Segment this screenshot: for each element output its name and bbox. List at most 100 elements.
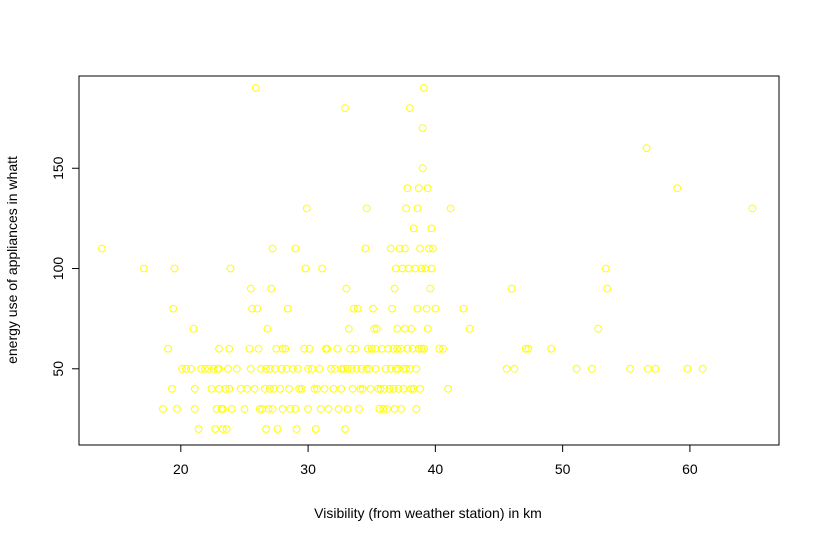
- data-point: [406, 104, 414, 112]
- data-point: [444, 384, 453, 393]
- data-point: [204, 364, 213, 373]
- data-point: [250, 384, 259, 393]
- data-point: [389, 344, 398, 353]
- data-point: [425, 244, 433, 253]
- data-point: [418, 124, 427, 133]
- data-point: [397, 405, 405, 413]
- y-tick-label: 100: [50, 257, 66, 281]
- data-point: [337, 384, 346, 393]
- data-point: [159, 405, 167, 413]
- data-point: [264, 405, 273, 413]
- data-point: [221, 384, 230, 393]
- data-point: [255, 405, 264, 413]
- data-point: [170, 264, 179, 273]
- data-point: [412, 405, 421, 413]
- data-point: [347, 364, 356, 373]
- data-point: [414, 344, 423, 353]
- data-point: [318, 264, 327, 273]
- data-point: [459, 304, 468, 313]
- data-point: [334, 405, 343, 413]
- data-point: [273, 425, 282, 433]
- data-point: [417, 344, 426, 353]
- data-point: [388, 304, 397, 313]
- data-point: [276, 384, 285, 393]
- data-point: [642, 144, 651, 153]
- data-point: [169, 304, 178, 313]
- data-point: [207, 384, 216, 393]
- data-point: [215, 364, 223, 373]
- data-point: [403, 344, 412, 353]
- data-point: [404, 264, 413, 273]
- data-point: [465, 324, 474, 333]
- data-point: [403, 184, 412, 193]
- data-point: [402, 364, 411, 373]
- data-point: [225, 344, 234, 353]
- data-point: [246, 364, 255, 373]
- data-point: [351, 344, 360, 353]
- data-point: [427, 264, 436, 273]
- data-point: [324, 405, 333, 413]
- data-point: [323, 344, 332, 353]
- data-point: [355, 405, 363, 413]
- data-point: [400, 324, 409, 333]
- data-point: [341, 425, 349, 433]
- data-point: [384, 344, 393, 353]
- data-point: [626, 364, 634, 373]
- data-point: [285, 384, 293, 393]
- data-point: [300, 344, 309, 353]
- data-point: [364, 344, 372, 353]
- y-axis: 50 100 150: [50, 156, 80, 377]
- data-point: [602, 264, 610, 273]
- data-point: [371, 364, 380, 373]
- data-point: [361, 244, 370, 253]
- data-point: [416, 244, 425, 253]
- data-point: [302, 204, 311, 213]
- data-point: [409, 224, 418, 233]
- data-point: [164, 344, 173, 353]
- data-point: [376, 384, 385, 393]
- data-point: [748, 204, 757, 213]
- data-point: [420, 344, 428, 353]
- x-tick-label: 20: [173, 461, 189, 477]
- data-point: [272, 344, 281, 353]
- data-point: [254, 344, 263, 353]
- data-point: [225, 384, 234, 393]
- data-point: [389, 384, 398, 393]
- data-point: [215, 384, 223, 393]
- data-point: [327, 364, 335, 373]
- data-point: [421, 264, 430, 273]
- data-point: [201, 364, 209, 373]
- data-point: [222, 425, 231, 433]
- data-point: [288, 364, 297, 373]
- data-point: [375, 405, 384, 413]
- data-point: [426, 284, 435, 293]
- data-point: [510, 364, 519, 373]
- data-point: [683, 364, 692, 373]
- data-point: [210, 364, 218, 373]
- data-point: [381, 364, 390, 373]
- data-point: [248, 304, 257, 313]
- data-point: [218, 425, 227, 433]
- data-point: [366, 384, 375, 393]
- data-point: [286, 405, 295, 413]
- data-point: [292, 425, 301, 433]
- data-point: [369, 304, 377, 313]
- data-point: [304, 364, 313, 373]
- data-point: [427, 224, 436, 233]
- data-point: [182, 364, 190, 373]
- x-axis: 20 30 40 50 60: [173, 444, 698, 477]
- data-point: [277, 364, 286, 373]
- data-point: [399, 384, 408, 393]
- data-point: [263, 324, 272, 333]
- data-point: [422, 304, 431, 313]
- data-point: [393, 324, 402, 333]
- data-point: [378, 344, 386, 353]
- data-point: [502, 364, 511, 373]
- data-point: [367, 344, 376, 353]
- data-point: [313, 384, 321, 393]
- data-point: [420, 84, 428, 92]
- data-point: [215, 344, 223, 353]
- data-point: [698, 364, 707, 373]
- data-point: [308, 364, 316, 373]
- data-point: [262, 425, 271, 433]
